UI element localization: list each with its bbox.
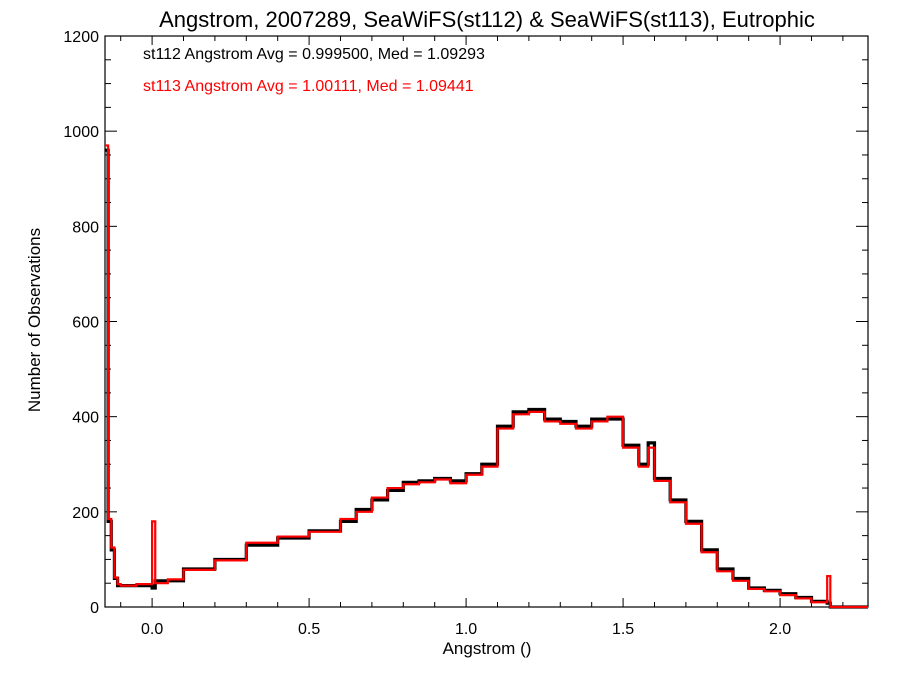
y-tick-label: 0	[90, 600, 99, 617]
y-tick-label: 200	[72, 505, 99, 522]
axis-ticks: 0.0 0.5 1.0 1.5 2.0 0 200 400 600 800 1000 1200	[63, 29, 868, 638]
x-axis-label: Angstrom ()	[443, 639, 532, 658]
x-tick-label: 1.0	[455, 621, 477, 638]
annotation-st113: st113 Angstrom Avg = 1.00111, Med = 1.09…	[143, 78, 474, 95]
plot-frame	[104, 35, 869, 608]
y-tick-label: 600	[72, 315, 99, 332]
series-group	[105, 144, 868, 609]
series-line-1	[105, 144, 868, 609]
chart-title: Angstrom, 2007289, SeaWiFS(st112) & SeaW…	[159, 7, 815, 32]
x-tick-label: 2.0	[769, 621, 791, 638]
y-axis-label: Number of Observations	[25, 228, 44, 412]
y-tick-label: 400	[72, 410, 99, 427]
y-tick-label: 1200	[63, 29, 99, 46]
annotation-st112: st112 Angstrom Avg = 0.999500, Med = 1.0…	[143, 46, 485, 63]
x-tick-label: 0.0	[141, 621, 163, 638]
x-tick-label: 1.5	[612, 621, 634, 638]
y-tick-label: 1000	[63, 124, 99, 141]
x-tick-label: 0.5	[298, 621, 320, 638]
y-tick-label: 800	[72, 219, 99, 236]
plot-border	[104, 35, 869, 608]
series-line-0	[105, 148, 868, 609]
